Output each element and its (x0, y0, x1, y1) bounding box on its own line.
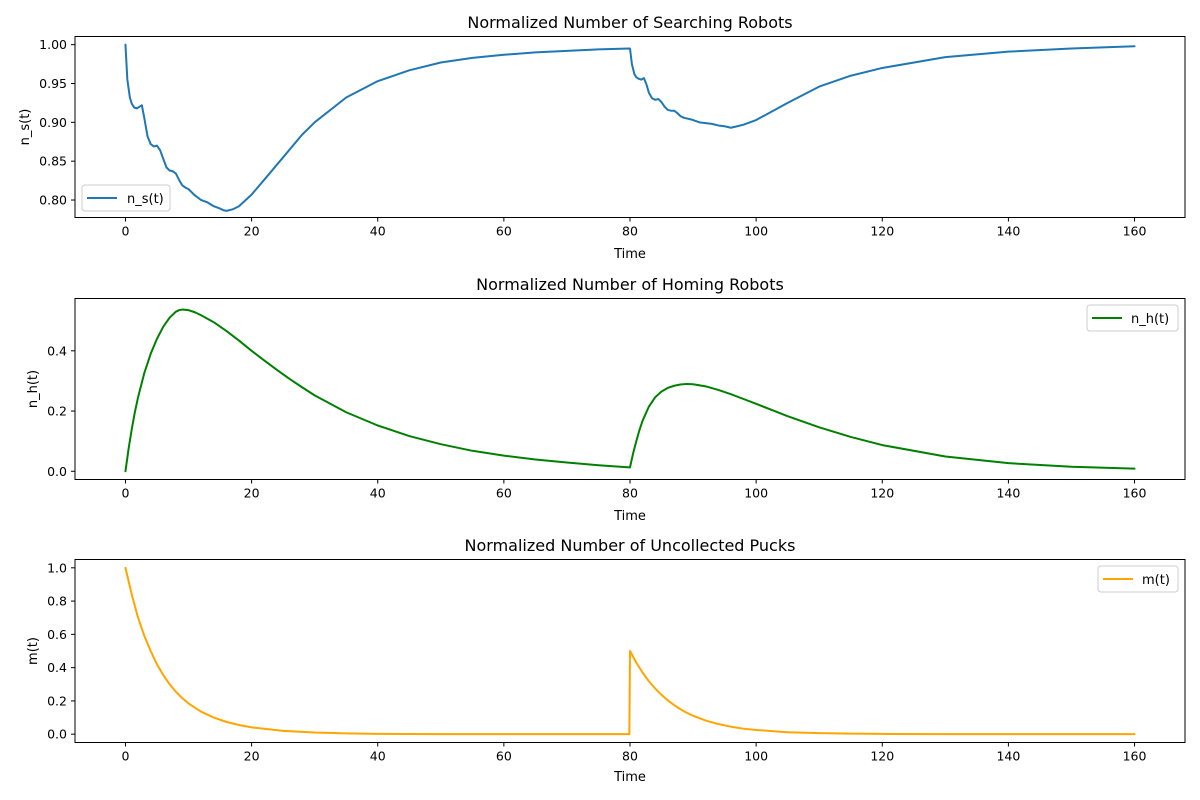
y-tick-label: 0.95 (39, 76, 67, 91)
y-tick-label: 0.0 (47, 464, 67, 479)
x-tick-label: 0 (121, 749, 129, 764)
legend-label: n_s(t) (127, 192, 164, 207)
plot-frame (74, 36, 1186, 218)
x-tick-label: 0 (121, 486, 129, 501)
y-tick-label: 0.0 (47, 727, 67, 742)
y-axis: 0.0 0.2 0.4 (47, 343, 75, 479)
x-tick-label: 80 (622, 224, 638, 239)
x-tick-label: 60 (496, 749, 512, 764)
x-tick-label: 140 (996, 486, 1020, 501)
x-axis-label: Time (613, 770, 646, 785)
x-tick-label: 120 (870, 486, 894, 501)
chart-title: Normalized Number of Searching Robots (467, 13, 792, 32)
y-tick-label: 0.80 (39, 193, 67, 208)
x-axis-label: Time (613, 247, 646, 262)
legend: n_h(t) (1086, 304, 1179, 332)
y-tick-label: 1.00 (39, 37, 67, 52)
x-tick-label: 60 (496, 224, 512, 239)
y-tick-label: 0.2 (47, 693, 67, 708)
x-tick-label: 160 (1123, 224, 1147, 239)
series-layer (124, 566, 1136, 736)
x-tick-label: 40 (370, 749, 386, 764)
legend-box (1097, 565, 1179, 593)
series-line-m(t) (124, 566, 1136, 736)
chart-panel-homing-robots: Normalized Number of Homing Robots 0 20 40… (26, 275, 1186, 524)
y-tick-label: 1.0 (47, 560, 67, 575)
x-tick-label: 100 (744, 749, 768, 764)
legend-label: n_h(t) (1131, 312, 1169, 327)
x-tick-label: 100 (744, 486, 768, 501)
y-axis-label: n_s(t) (18, 109, 33, 146)
x-tick-label: 20 (244, 224, 260, 239)
legend-box (81, 184, 171, 212)
chart-title: Normalized Number of Uncollected Pucks (465, 536, 796, 555)
chart-panel-searching-robots: Normalized Number of Searching Robots 0 2… (18, 13, 1186, 262)
y-axis-label: n_h(t) (26, 370, 41, 408)
x-tick-label: 160 (1123, 749, 1147, 764)
legend: n_s(t) (81, 184, 171, 212)
x-tick-label: 40 (370, 486, 386, 501)
series-line-n_s(t) (124, 43, 1136, 212)
plot-frame (74, 298, 1186, 480)
legend: m(t) (1097, 565, 1179, 593)
y-tick-label: 0.8 (47, 594, 67, 609)
y-axis: 0.0 0.2 0.4 0.6 0.8 1.0 (47, 560, 75, 742)
series-layer (124, 43, 1136, 212)
x-tick-label: 120 (870, 749, 894, 764)
legend-box (1086, 304, 1179, 332)
y-axis-label: m(t) (26, 637, 41, 665)
x-tick-label: 80 (622, 486, 638, 501)
legend-label: m(t) (1142, 573, 1170, 588)
x-tick-label: 20 (244, 749, 260, 764)
y-tick-label: 0.4 (47, 343, 67, 358)
x-axis-label: Time (613, 509, 646, 524)
x-tick-label: 140 (996, 749, 1020, 764)
x-tick-label: 60 (496, 486, 512, 501)
y-tick-label: 0.90 (39, 115, 67, 130)
y-tick-label: 0.2 (47, 404, 67, 419)
x-tick-label: 80 (622, 749, 638, 764)
x-tick-label: 120 (870, 224, 894, 239)
y-axis: 0.80 0.85 0.90 0.95 1.00 (39, 37, 75, 208)
y-tick-label: 0.85 (39, 154, 67, 169)
x-tick-label: 100 (744, 224, 768, 239)
y-tick-label: 0.6 (47, 627, 67, 642)
x-tick-label: 20 (244, 486, 260, 501)
x-axis: 0 20 40 60 80 100 120 140 160 (121, 217, 1147, 239)
x-axis: 0 20 40 60 80 100 120 140 160 (121, 479, 1147, 501)
y-tick-label: 0.4 (47, 660, 67, 675)
series-line-n_h(t) (124, 308, 1136, 473)
x-tick-label: 40 (370, 224, 386, 239)
x-tick-label: 0 (121, 224, 129, 239)
x-tick-label: 160 (1123, 486, 1147, 501)
x-axis: 0 20 40 60 80 100 120 140 160 (121, 742, 1147, 764)
series-layer (124, 308, 1136, 473)
chart-panel-uncollected-pucks: Normalized Number of Uncollected Pucks 0… (26, 536, 1186, 785)
chart-title: Normalized Number of Homing Robots (476, 275, 784, 294)
x-tick-label: 140 (996, 224, 1020, 239)
